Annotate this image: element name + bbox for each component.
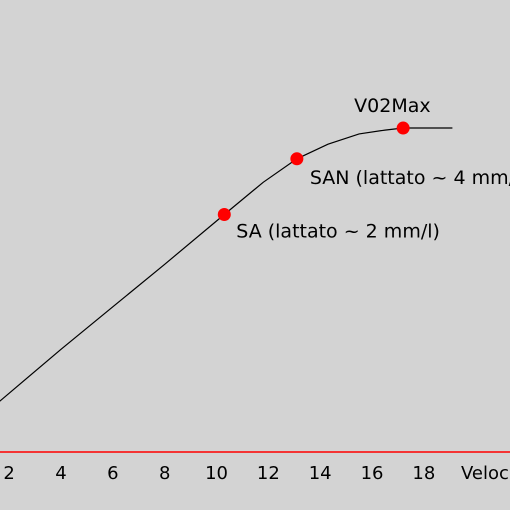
data-point-label: V02Max xyxy=(354,95,430,117)
data-point-label: SA (lattato ~ 2 mm/l) xyxy=(236,220,440,242)
x-tick-label: 16 xyxy=(361,463,384,484)
data-point-label: SAN (lattato ~ 4 mm/l) xyxy=(310,167,510,189)
data-point xyxy=(217,207,231,221)
x-tick-label: 12 xyxy=(257,463,280,484)
x-tick-label: 2 xyxy=(3,463,14,484)
x-tick-label: 18 xyxy=(412,463,435,484)
x-tick-label: 6 xyxy=(107,463,118,484)
data-point xyxy=(290,152,304,166)
x-tick-label: 4 xyxy=(55,463,66,484)
x-axis-label: Veloc xyxy=(461,463,509,484)
x-tick-label: 8 xyxy=(159,463,170,484)
x-tick-label: 14 xyxy=(309,463,332,484)
data-point xyxy=(396,121,410,135)
x-tick-label: 10 xyxy=(205,463,228,484)
